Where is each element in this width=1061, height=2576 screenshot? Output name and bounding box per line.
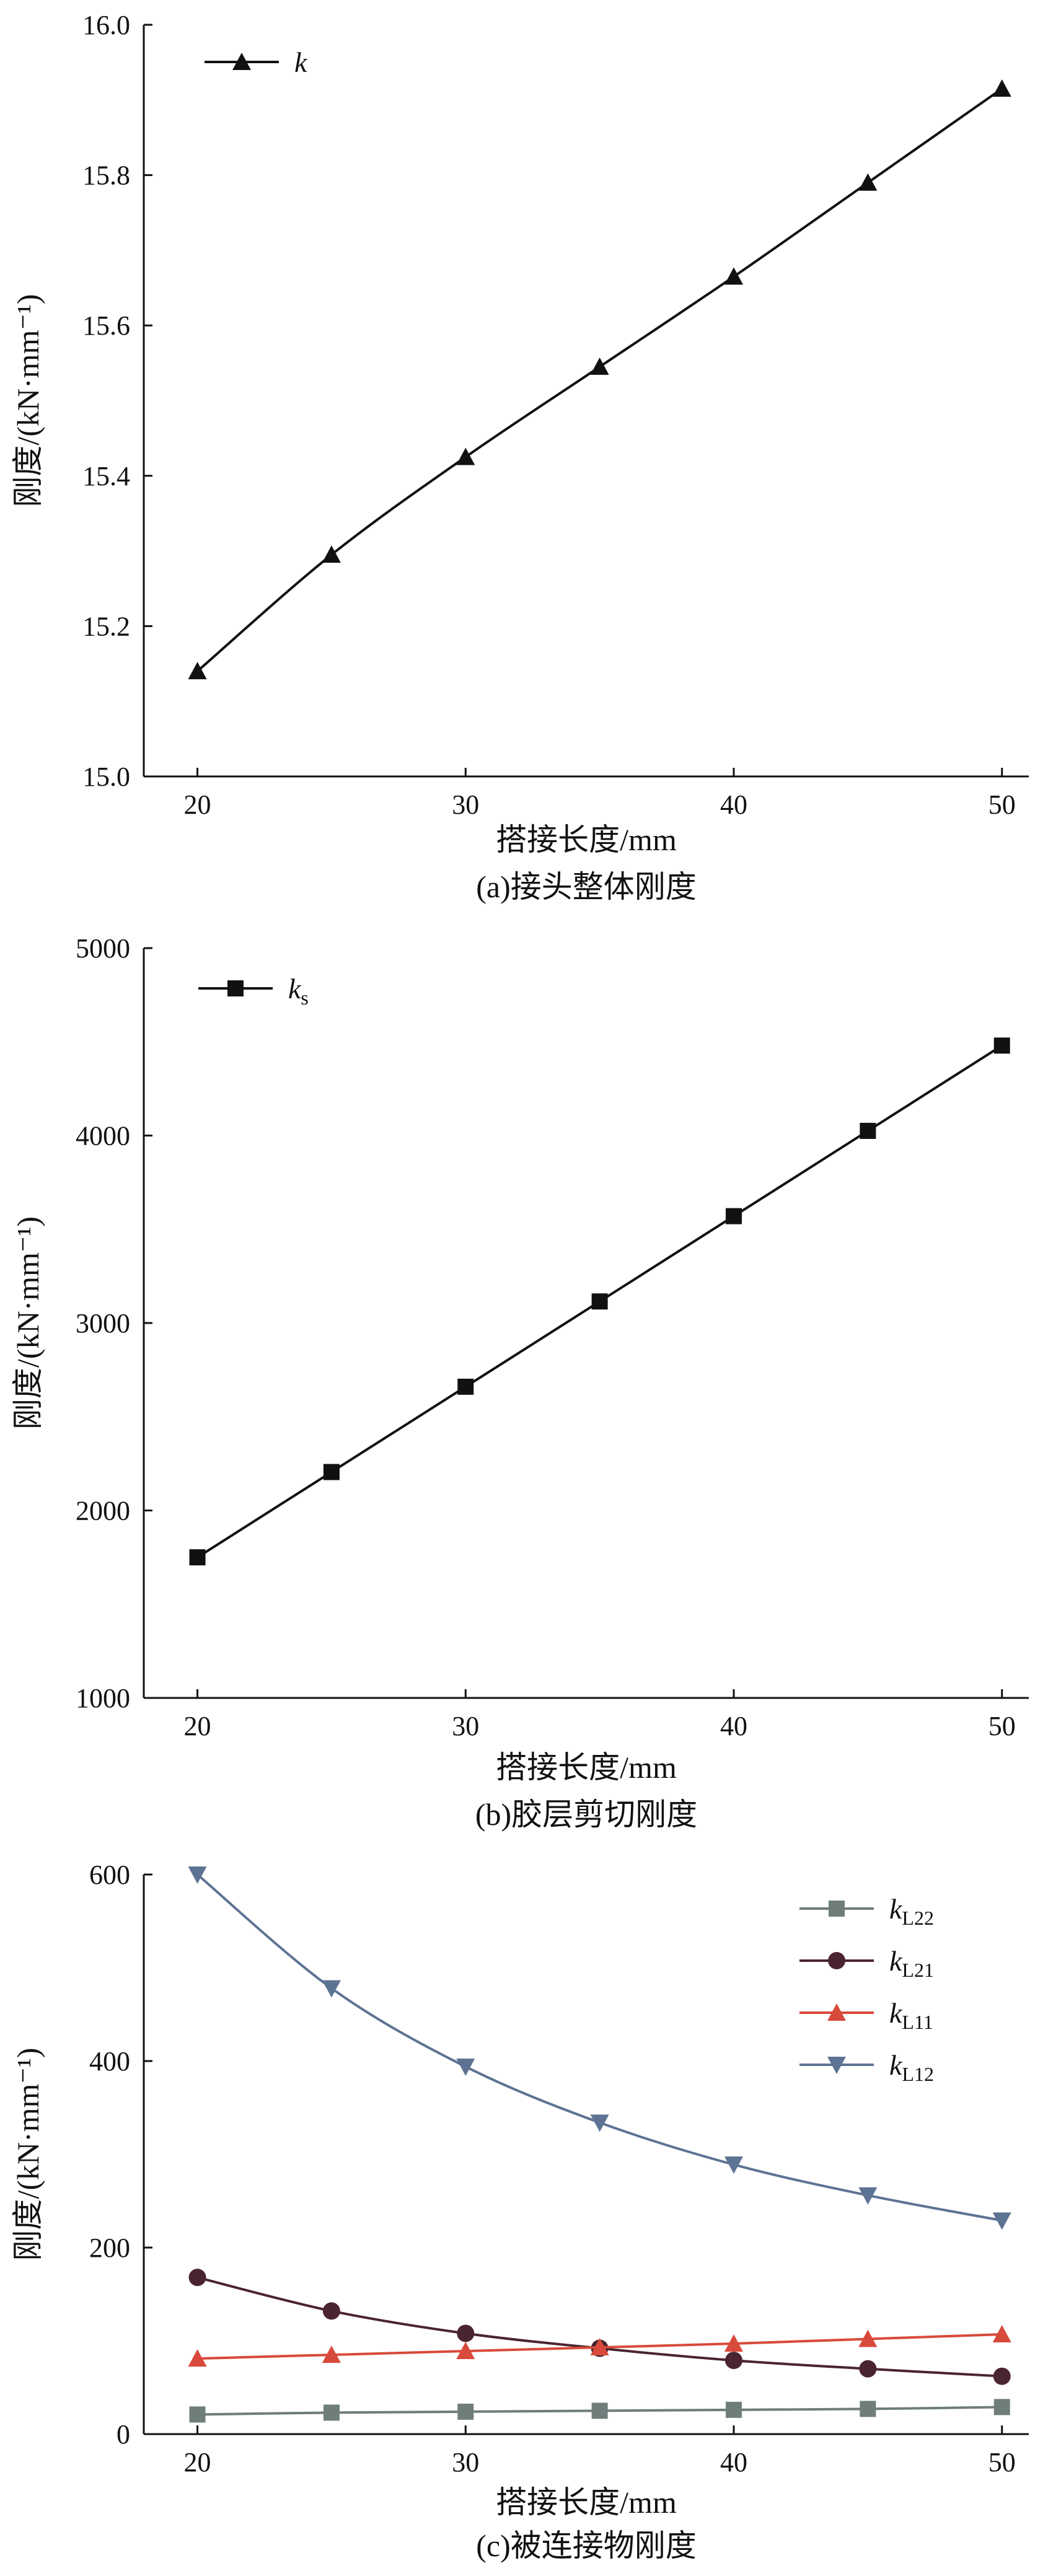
panel-c-data-point xyxy=(724,2156,743,2174)
panel-c-y-tick-label: 400 xyxy=(89,2046,130,2077)
panel-b-y-tick-label: 1000 xyxy=(76,1683,130,1713)
panel-c-data-point xyxy=(858,2329,878,2347)
panel-a-series-line-k xyxy=(196,87,1003,672)
panel-a-y-axis-label: 刚度/(kN·mm⁻¹) xyxy=(11,294,45,507)
panel-c-data-point xyxy=(323,2404,340,2421)
panel-c-y-axis-label: 刚度/(kN·mm⁻¹) xyxy=(11,2047,45,2261)
panel-c-legend-label: kL22 xyxy=(889,1893,934,1929)
panel-c-data-point xyxy=(322,1980,341,1998)
panel-a-y-tick-label: 15.2 xyxy=(82,611,130,641)
panel-a-x-axis-label: 搭接长度/mm xyxy=(496,822,677,857)
panel-b-data-point xyxy=(993,1037,1010,1054)
panel-c-data-point xyxy=(724,2334,743,2352)
panel-c-data-point xyxy=(725,2352,742,2370)
panel-c-data-point xyxy=(859,2360,877,2378)
panel-b-y-tick-label: 4000 xyxy=(76,1121,130,1151)
panel-b-legend-label: ks xyxy=(288,973,309,1009)
panel-b-x-tick-label: 40 xyxy=(720,1711,747,1741)
panel-a-x-tick-label: 50 xyxy=(988,789,1016,820)
panel-c-data-point xyxy=(591,2402,608,2419)
panel-c-legend-label: kL21 xyxy=(889,1945,934,1981)
panel-c-data-point xyxy=(188,1866,207,1884)
panel-c-data-point xyxy=(457,2403,474,2420)
panel-a-y-tick-label: 15.4 xyxy=(82,461,130,491)
panel-a-caption: (a)接头整体刚度 xyxy=(476,869,697,904)
panel-a-data-point xyxy=(322,545,341,563)
panel-c-legend-marker xyxy=(827,2057,846,2074)
panel-c-legend-marker xyxy=(827,2003,846,2021)
panel-c-data-point xyxy=(860,2401,876,2417)
panel-c-legend-marker xyxy=(829,1901,845,1917)
panel-b-caption: (b)胶层剪切刚度 xyxy=(475,1797,697,1832)
panel-a-y-tick-label: 15.8 xyxy=(82,160,130,191)
panel-c-data-point xyxy=(189,2406,206,2423)
panel-c-caption: (c)被连接物刚度 xyxy=(476,2528,697,2563)
panel-c-data-point xyxy=(858,2187,878,2205)
panel-c-x-tick-label: 20 xyxy=(184,2447,211,2477)
panel-a-data-point xyxy=(858,173,878,191)
panel-c-x-axis-label: 搭接长度/mm xyxy=(496,2485,677,2520)
panel-c-legend-label: kL12 xyxy=(889,2049,934,2085)
panel-b-data-point xyxy=(323,1464,340,1480)
panel-b-y-axis-label: 刚度/(kN·mm⁻¹) xyxy=(11,1216,45,1430)
panel-c-series-line-L12 xyxy=(196,1873,1003,2222)
panel-c-legend-label: kL11 xyxy=(889,1997,933,2033)
panel-a-data-point xyxy=(992,79,1011,97)
panel-c-legend-marker xyxy=(828,1952,845,1969)
panel-c-data-point xyxy=(993,2399,1010,2416)
panel-b-x-axis-label: 搭接长度/mm xyxy=(496,1750,677,1785)
panel-c-data-point xyxy=(322,2345,341,2363)
panel-b-data-point xyxy=(457,1378,474,1395)
panel-c-x-tick-label: 30 xyxy=(452,2447,479,2477)
panel-b-data-point xyxy=(591,1293,608,1310)
panel-a-data-point xyxy=(188,662,207,680)
panel-c-data-point xyxy=(456,2059,475,2077)
panel-a-x-tick-label: 40 xyxy=(720,789,747,820)
panel-a-data-point xyxy=(456,447,475,465)
panel-b-data-point xyxy=(860,1122,876,1139)
panel-a-x-tick-label: 20 xyxy=(184,789,211,820)
panel-b-y-tick-label: 3000 xyxy=(76,1308,130,1339)
panel-a-y-tick-label: 16.0 xyxy=(82,10,130,40)
panel-c-data-point xyxy=(993,2367,1011,2385)
panel-c-data-point xyxy=(726,2401,742,2418)
panel-c-x-tick-label: 40 xyxy=(720,2447,747,2477)
panel-b-x-tick-label: 50 xyxy=(988,1711,1016,1741)
panel-c-data-point xyxy=(456,2342,475,2360)
panel-b-x-tick-label: 20 xyxy=(184,1711,211,1741)
panel-a-y-tick-label: 15.6 xyxy=(82,310,130,341)
panel-b-y-tick-label: 5000 xyxy=(76,933,130,964)
panel-c-y-tick-label: 0 xyxy=(117,2419,130,2450)
panel-a-y-tick-label: 15.0 xyxy=(82,762,130,792)
panel-c-data-point xyxy=(992,2324,1011,2342)
panel-c-data-point xyxy=(457,2324,475,2342)
panel-b-data-point xyxy=(726,1208,742,1224)
panel-b-legend-marker xyxy=(227,980,244,996)
panel-b-data-point xyxy=(189,1549,206,1566)
panel-c-data-point xyxy=(590,2338,609,2356)
panel-c-y-tick-label: 600 xyxy=(89,1860,130,1890)
panel-a-x-tick-label: 30 xyxy=(452,789,479,820)
panel-c-data-point xyxy=(322,2302,340,2320)
panel-a-legend-label: k xyxy=(294,46,308,78)
panel-c-series-line-L21 xyxy=(197,2276,1002,2378)
panel-a-data-point xyxy=(590,357,609,375)
panel-c-data-point xyxy=(590,2114,609,2132)
panel-c-data-point xyxy=(188,2349,207,2367)
panel-c-y-tick-label: 200 xyxy=(89,2233,130,2263)
panel-a-legend-marker xyxy=(232,53,251,70)
panel-b-y-tick-label: 2000 xyxy=(76,1496,130,1526)
panel-c-data-point xyxy=(992,2212,1011,2230)
panel-c-x-tick-label: 50 xyxy=(988,2447,1016,2477)
panel-b-x-tick-label: 30 xyxy=(452,1711,479,1741)
panel-a-data-point xyxy=(724,267,743,285)
panel-c-data-point xyxy=(188,2269,206,2287)
